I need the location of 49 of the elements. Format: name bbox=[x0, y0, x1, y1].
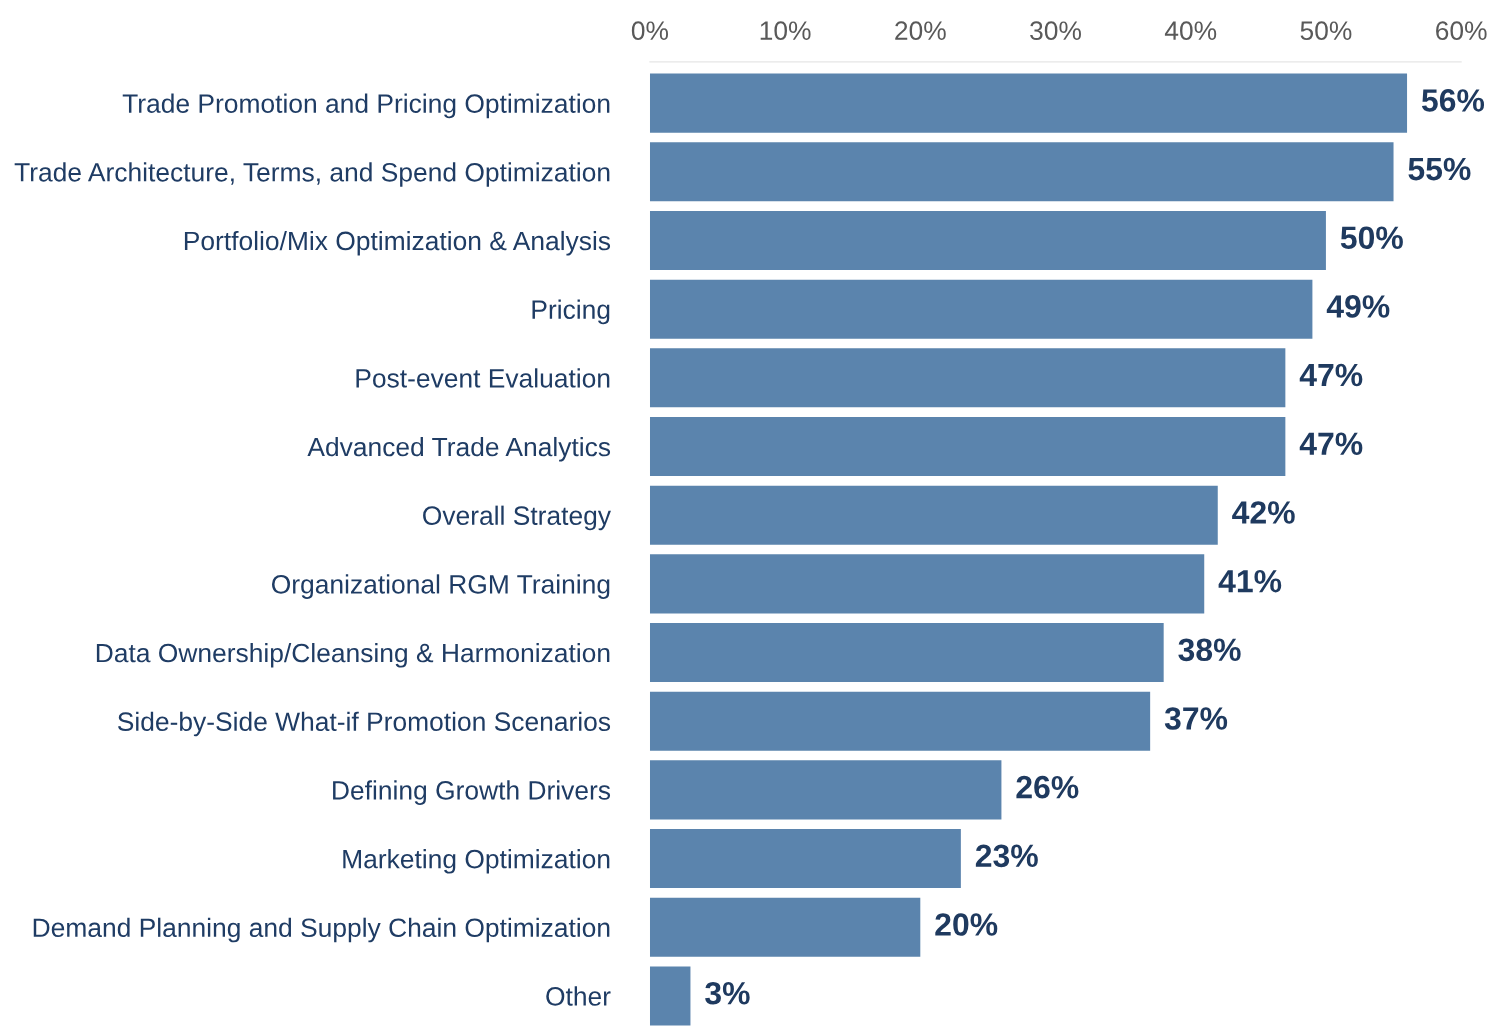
bar bbox=[649, 416, 1286, 477]
data-label: 55% bbox=[1408, 157, 1471, 181]
bar bbox=[649, 485, 1218, 545]
x-tick-label: 10% bbox=[760, 21, 811, 41]
bar bbox=[649, 142, 1394, 202]
y-tick-label: Side-by-Side What-if Promotion Scenarios bbox=[117, 711, 611, 737]
y-tick-label: Advanced Trade Analytics bbox=[307, 436, 611, 462]
data-label: 23% bbox=[975, 844, 1038, 868]
y-tick-label: Trade Promotion and Pricing Optimization bbox=[122, 93, 610, 119]
bar bbox=[649, 348, 1286, 408]
data-label: 41% bbox=[1218, 569, 1282, 593]
y-tick-label: Data Ownership/Cleansing & Harmonization bbox=[96, 642, 610, 668]
x-tick-label: 40% bbox=[1164, 21, 1217, 41]
x-tick-label: 30% bbox=[1030, 21, 1081, 41]
data-label: 38% bbox=[1178, 638, 1241, 662]
x-tick-label: 20% bbox=[895, 21, 946, 41]
bar bbox=[649, 691, 1151, 751]
bar bbox=[649, 829, 961, 889]
y-tick-label: Portfolio/Mix Optimization & Analysis bbox=[184, 230, 611, 256]
x-tick-label: 0% bbox=[631, 21, 669, 41]
y-tick-label: Other bbox=[546, 986, 611, 1006]
data-label: 37% bbox=[1164, 707, 1228, 730]
y-tick-label: Organizational RGM Training bbox=[271, 574, 610, 599]
data-label: 42% bbox=[1232, 501, 1295, 524]
bar bbox=[649, 623, 1164, 683]
x-tick-label: 60% bbox=[1436, 21, 1487, 41]
y-tick-label: Trade Architecture, Terms, and Spend Optimization bbox=[14, 162, 610, 187]
bar bbox=[649, 897, 921, 957]
y-tick-label: Marketing Optimization bbox=[343, 849, 610, 874]
y-tick-label: Demand Planning and Supply Chain Optimization bbox=[33, 917, 610, 943]
x-tick-label: 50% bbox=[1300, 21, 1352, 41]
data-label: 49% bbox=[1326, 295, 1390, 318]
y-tick-label: Overall Strategy bbox=[423, 505, 611, 531]
data-label: 50% bbox=[1340, 226, 1403, 250]
y-tick-label: Post-event Evaluation bbox=[356, 368, 610, 388]
data-label: 26% bbox=[1016, 775, 1079, 799]
bar bbox=[649, 210, 1326, 271]
y-tick-label: Defining Growth Drivers bbox=[333, 780, 611, 805]
bar bbox=[649, 760, 1002, 820]
bar bbox=[649, 554, 1205, 614]
bar bbox=[649, 73, 1408, 133]
data-label: 47% bbox=[1299, 363, 1363, 387]
data-label: 47% bbox=[1299, 432, 1363, 456]
bar bbox=[649, 279, 1313, 339]
data-label: 20% bbox=[935, 913, 998, 936]
y-tick-label: Pricing bbox=[532, 299, 610, 325]
data-label: 3% bbox=[705, 981, 750, 1005]
data-label: 56% bbox=[1421, 89, 1485, 112]
bar bbox=[649, 966, 691, 1026]
